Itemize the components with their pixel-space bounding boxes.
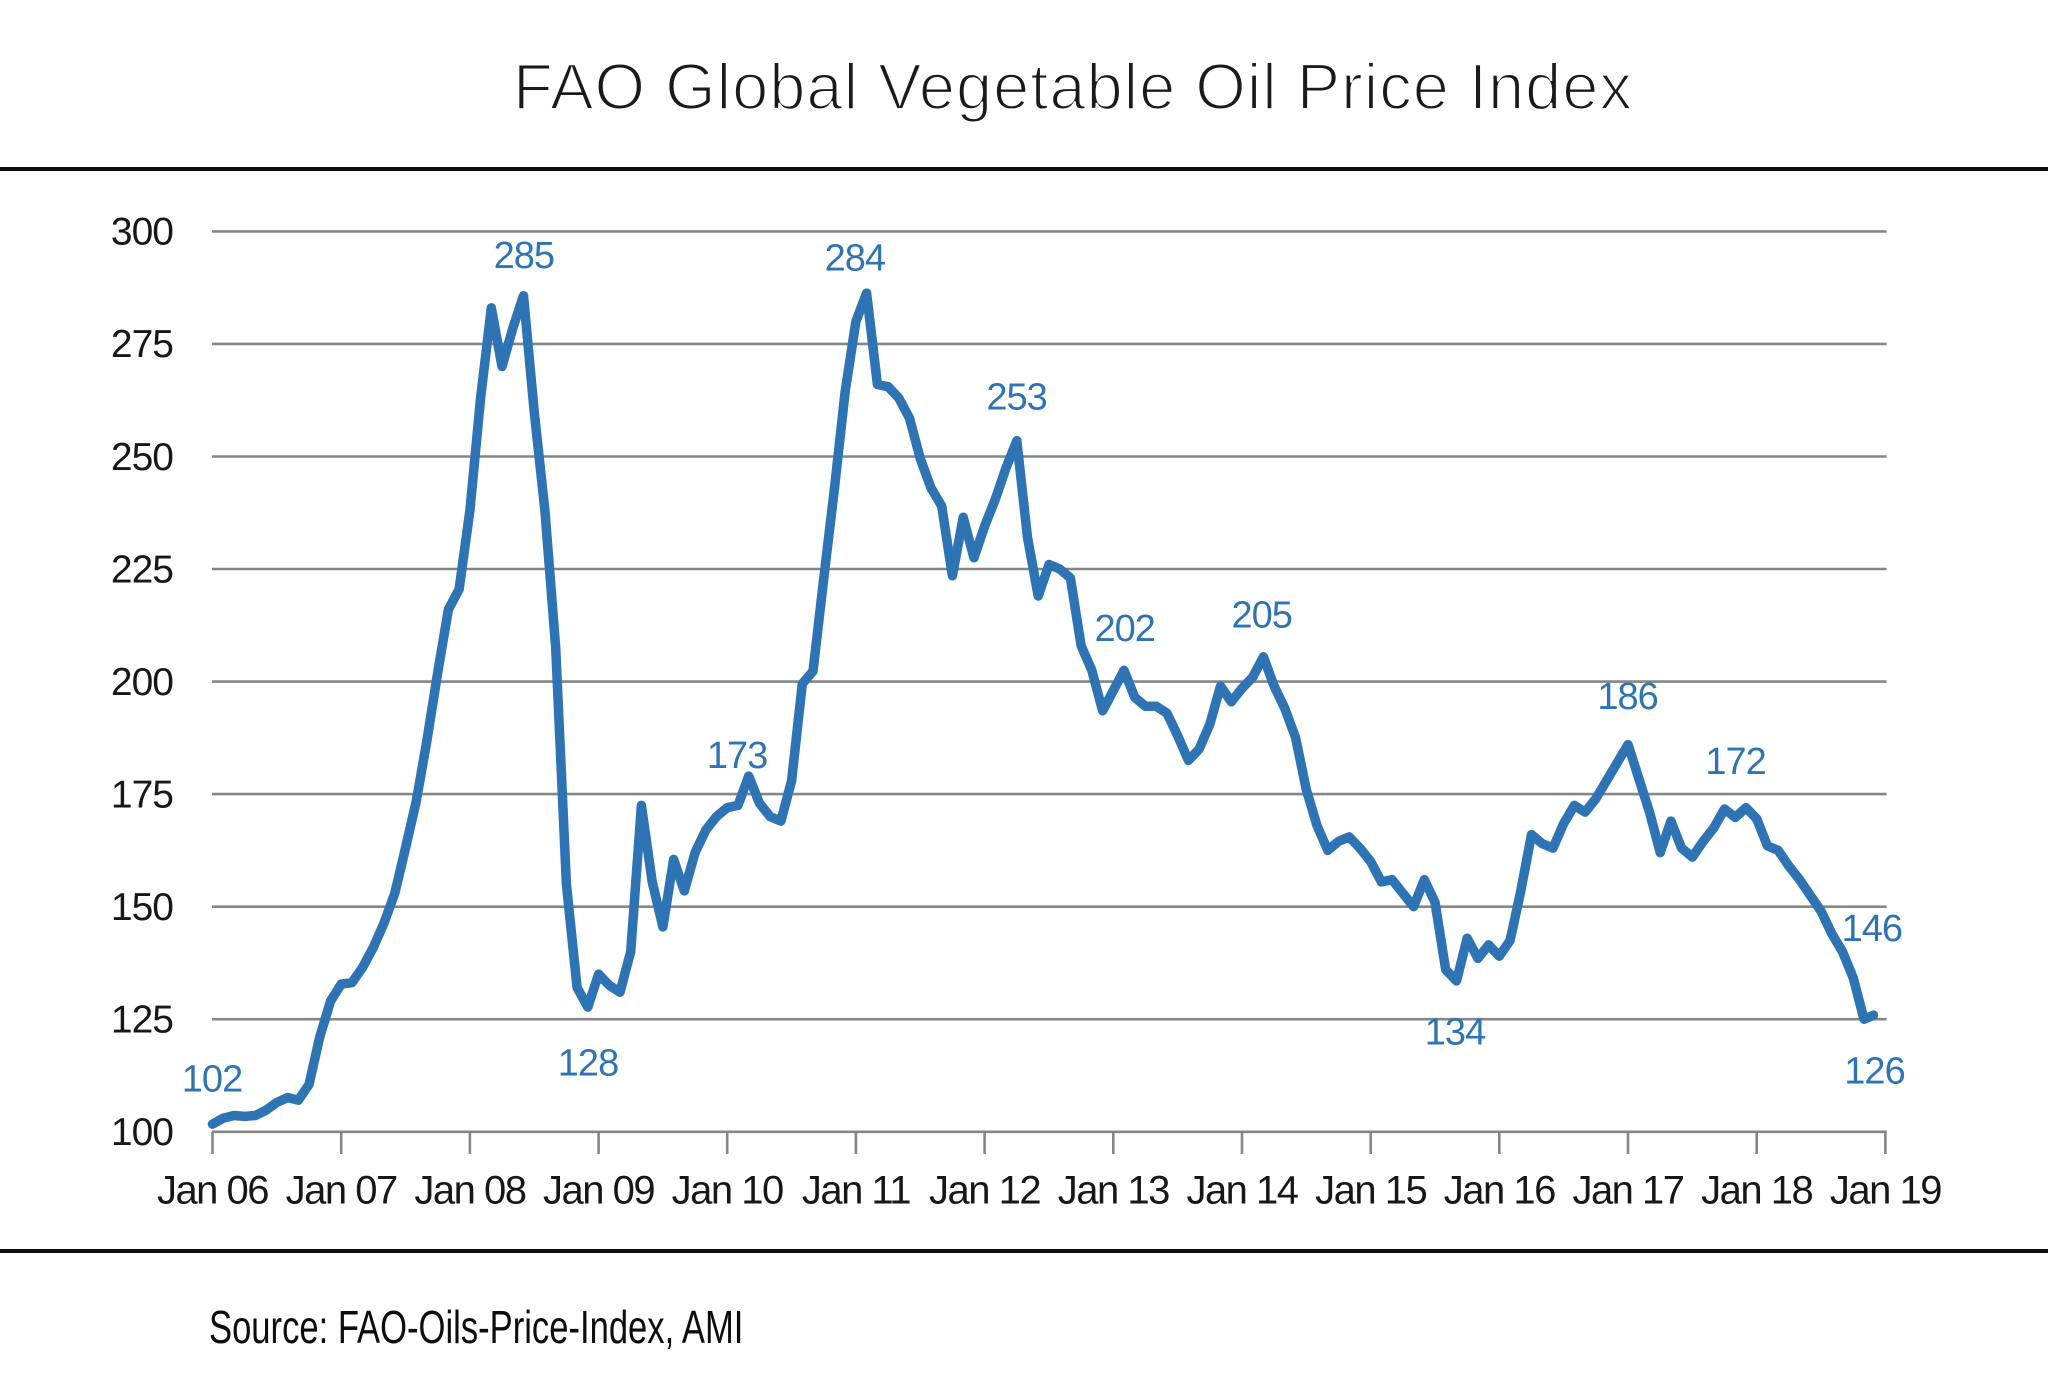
svg-text:Jan 19: Jan 19 (1830, 1169, 1941, 1213)
svg-text:Jan 09: Jan 09 (543, 1169, 654, 1213)
svg-text:134: 134 (1425, 1012, 1486, 1054)
svg-text:173: 173 (707, 735, 767, 777)
svg-text:172: 172 (1705, 741, 1765, 783)
svg-text:100: 100 (111, 1111, 173, 1154)
svg-text:202: 202 (1094, 608, 1154, 650)
svg-text:150: 150 (111, 886, 173, 929)
svg-text:Jan 16: Jan 16 (1444, 1169, 1555, 1213)
svg-text:205: 205 (1231, 595, 1291, 637)
svg-text:Jan 15: Jan 15 (1315, 1169, 1426, 1213)
svg-text:250: 250 (111, 436, 173, 479)
svg-text:Jan 12: Jan 12 (929, 1169, 1040, 1213)
svg-text:186: 186 (1597, 676, 1657, 718)
svg-text:Jan 18: Jan 18 (1701, 1169, 1812, 1213)
svg-text:Jan 17: Jan 17 (1572, 1169, 1683, 1213)
svg-text:225: 225 (111, 548, 173, 591)
svg-text:126: 126 (1844, 1050, 1904, 1092)
svg-text:128: 128 (558, 1043, 618, 1085)
svg-text:284: 284 (825, 238, 886, 280)
svg-text:Jan 13: Jan 13 (1058, 1169, 1169, 1213)
svg-text:Jan 10: Jan 10 (672, 1169, 783, 1213)
svg-text:175: 175 (111, 773, 173, 816)
svg-text:275: 275 (111, 323, 173, 366)
svg-text:Jan 08: Jan 08 (414, 1169, 525, 1213)
svg-text:102: 102 (182, 1058, 242, 1100)
svg-text:253: 253 (986, 377, 1046, 419)
svg-text:300: 300 (111, 211, 173, 254)
svg-text:Jan 06: Jan 06 (157, 1169, 268, 1213)
svg-text:285: 285 (494, 235, 554, 277)
svg-text:Jan 07: Jan 07 (286, 1169, 397, 1213)
svg-text:125: 125 (111, 999, 173, 1042)
svg-text:Jan 14: Jan 14 (1186, 1169, 1298, 1213)
svg-text:Jan 11: Jan 11 (802, 1169, 910, 1213)
svg-text:146: 146 (1842, 908, 1902, 950)
svg-text:200: 200 (111, 661, 173, 704)
